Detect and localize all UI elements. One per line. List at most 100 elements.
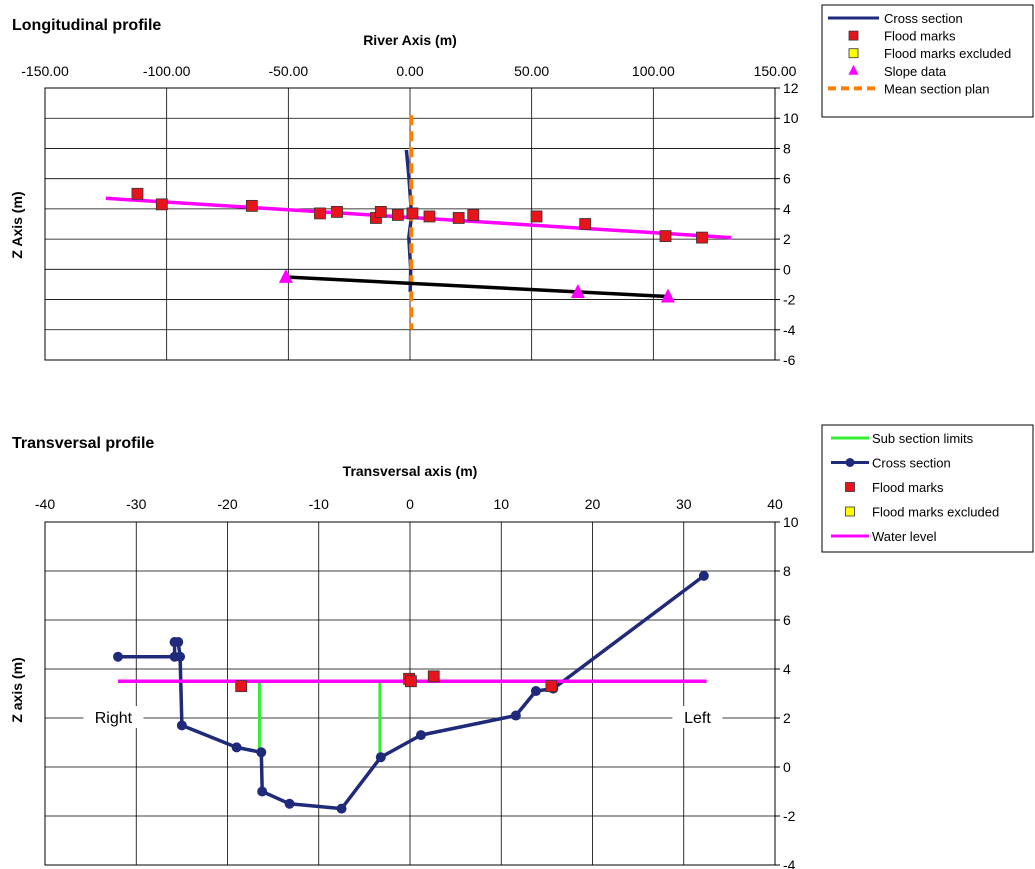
y-tick-label: 8 (783, 563, 791, 579)
cross-section-point (510, 710, 521, 721)
y-tick-label: 4 (783, 201, 791, 217)
cross-section-point (113, 651, 123, 662)
y-tick-label: 2 (783, 231, 791, 247)
plot-area (44, 87, 776, 361)
flood-mark-point (314, 207, 326, 220)
annotation-background (672, 706, 723, 728)
slope-data-point (570, 284, 585, 298)
legend-swatch-marker (845, 458, 855, 467)
legend-label: Cross section (884, 11, 963, 26)
legend-label: Sub section limits (872, 431, 974, 446)
legend-swatch (845, 482, 855, 492)
y-tick-label: 10 (783, 514, 799, 530)
legend-label: Slope data (884, 64, 947, 79)
x-tick-label: 0.00 (396, 63, 423, 79)
legend-label: Flood marks (872, 480, 944, 495)
cross-section-point (176, 720, 187, 731)
cross-section-point (256, 747, 267, 758)
cross-section-point (231, 742, 242, 753)
transversal-profile-chart: Transversal profile Transversal axis (m)… (9, 424, 1034, 869)
flood-mark-point (696, 231, 708, 244)
y-tick-label: -6 (783, 352, 796, 368)
legend-label: Water level (872, 529, 937, 544)
x-tick-label: -150.00 (21, 63, 69, 79)
legend-label: Flood marks excluded (884, 46, 1011, 61)
x-axis-title: Transversal axis (m) (343, 463, 478, 479)
x-tick-label: 0 (406, 496, 414, 512)
flood-mark-point (155, 198, 168, 211)
flood-mark-point (659, 230, 672, 242)
legend-label: Cross section (872, 456, 951, 471)
longitudinal-profile-chart: Longitudinal profile River Axis (m) Z Ax… (9, 4, 1034, 368)
x-tick-label: 50.00 (514, 63, 549, 79)
x-tick-label: -40 (35, 496, 55, 512)
flood-mark-point (545, 680, 558, 693)
slope-data-point (278, 268, 293, 283)
legend-box (821, 424, 1034, 553)
x-tick-label: -50.00 (268, 63, 308, 79)
flood-mark-point (427, 670, 440, 683)
y-tick-label: -4 (783, 857, 796, 869)
x-tick-label: 30 (676, 496, 692, 512)
legend-box (821, 4, 1034, 118)
y-tick-label: -2 (783, 808, 796, 824)
line-series-6 (283, 275, 668, 299)
flood-mark-point (245, 199, 258, 212)
cross-section-point (175, 651, 186, 662)
legend-label: Flood marks (884, 29, 956, 44)
flood-mark-point (530, 210, 543, 223)
x-tick-label: 10 (493, 496, 509, 512)
flood-mark-point (235, 680, 248, 693)
legend-label: Mean section plan (884, 81, 990, 96)
legend-label: Flood marks excluded (872, 505, 999, 520)
y-tick-label: 0 (783, 261, 791, 277)
cross-section-point (375, 752, 386, 763)
y-tick-label: 12 (783, 80, 799, 96)
y-axis-title: Z axis (m) (9, 657, 25, 722)
flood-mark-point (391, 209, 404, 221)
cross-section-point (698, 570, 709, 581)
slope-data-point (660, 288, 675, 303)
flood-mark-point (374, 206, 387, 218)
x-tick-label: 40 (767, 496, 783, 512)
y-tick-label: -2 (783, 292, 796, 308)
x-axis-title: River Axis (m) (363, 32, 457, 48)
chart-title: Longitudinal profile (12, 17, 161, 34)
legend-swatch (845, 506, 855, 517)
y-tick-label: 6 (783, 612, 791, 628)
y-tick-label: 0 (783, 759, 791, 775)
cross-section-point (284, 798, 295, 809)
x-tick-label: 150.00 (754, 63, 797, 79)
x-tick-label: 20 (585, 496, 601, 512)
flood-mark-point (452, 212, 465, 224)
chart-title: Transversal profile (12, 435, 154, 452)
legend-swatch (848, 30, 859, 41)
y-tick-label: 8 (783, 140, 791, 156)
flood-mark-point (131, 187, 144, 200)
y-tick-label: 10 (783, 110, 799, 126)
x-tick-label: -30 (126, 496, 146, 512)
cross-section-point (415, 730, 426, 741)
flood-mark-point (405, 675, 417, 688)
annotation-label: Right (95, 710, 133, 727)
plot-area (44, 521, 776, 866)
cross-section-point (173, 637, 184, 648)
y-tick-label: -4 (783, 322, 796, 338)
flood-mark-point (331, 206, 343, 218)
x-tick-label: 100.00 (632, 63, 675, 79)
cross-section-point (530, 686, 541, 697)
flood-mark-point (579, 218, 592, 230)
y-tick-label: 2 (783, 710, 791, 726)
cross-section-line (118, 574, 705, 811)
flood-mark-point (423, 210, 436, 223)
legend-swatch (848, 48, 859, 59)
y-tick-label: 6 (783, 171, 791, 187)
annotation-label: Left (684, 710, 711, 727)
x-tick-label: -20 (217, 496, 237, 512)
y-tick-label: 4 (783, 661, 791, 677)
legend-swatch (848, 64, 859, 75)
y-axis-title: Z Axis (m) (9, 191, 25, 258)
x-tick-label: -100.00 (143, 63, 191, 79)
flood-mark-point (467, 209, 480, 221)
annotation-background (83, 706, 144, 728)
